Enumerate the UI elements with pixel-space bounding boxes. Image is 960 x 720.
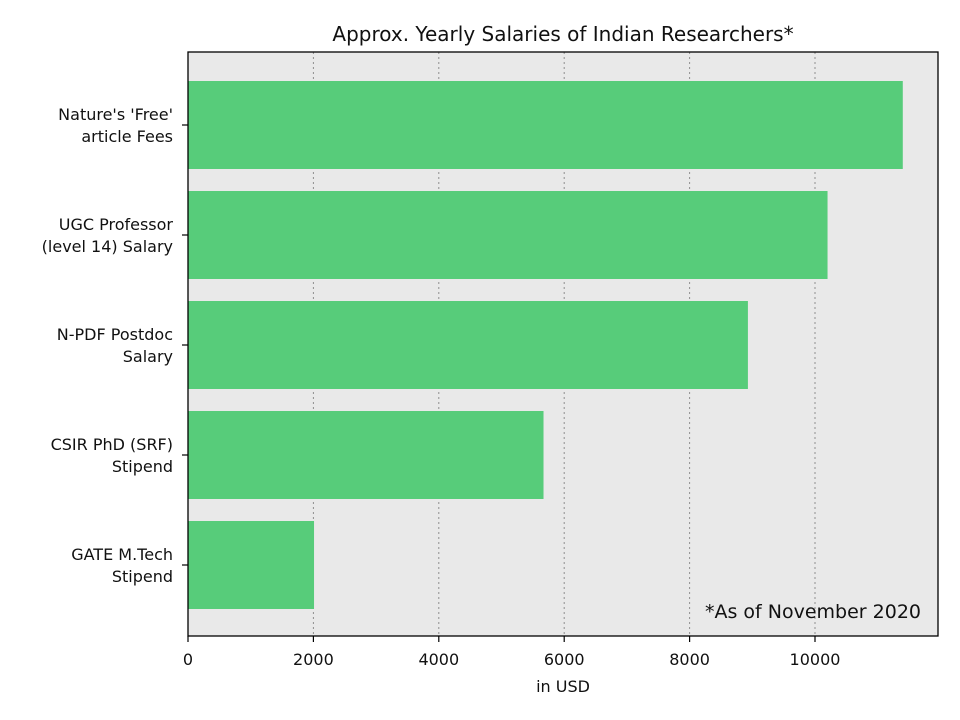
y-tick-label: Nature's 'Free' article Fees	[58, 105, 173, 146]
x-tick-label: 0	[183, 650, 193, 669]
y-tick-label: UGC Professor (level 14) Salary	[42, 215, 174, 256]
x-tick-label: 6000	[544, 650, 585, 669]
bar	[188, 521, 315, 609]
bar	[188, 301, 748, 389]
y-tick-label: N-PDF Postdoc Salary	[57, 325, 173, 366]
x-axis-ticks: 0 2000 4000 6000 8000 10000	[183, 636, 841, 669]
x-axis-label: in USD	[536, 677, 590, 696]
x-tick-label: 4000	[418, 650, 459, 669]
plot-frame	[187, 51, 939, 637]
x-tick-label: 2000	[293, 650, 334, 669]
x-tick-label: 8000	[669, 650, 710, 669]
y-tick-label: GATE M.Tech Stipend	[71, 545, 173, 586]
chart-title: Approx. Yearly Salaries of Indian Resear…	[332, 22, 793, 46]
bars	[188, 81, 903, 609]
y-tick-label: CSIR PhD (SRF) Stipend	[51, 435, 173, 476]
bar	[188, 191, 828, 279]
y-axis-ticks: Nature's 'Free' article Fees UGC Professor…	[42, 105, 188, 586]
bar	[188, 81, 903, 169]
bar	[188, 411, 544, 499]
annotation-note: *As of November 2020	[705, 601, 921, 623]
x-tick-label: 10000	[790, 650, 841, 669]
